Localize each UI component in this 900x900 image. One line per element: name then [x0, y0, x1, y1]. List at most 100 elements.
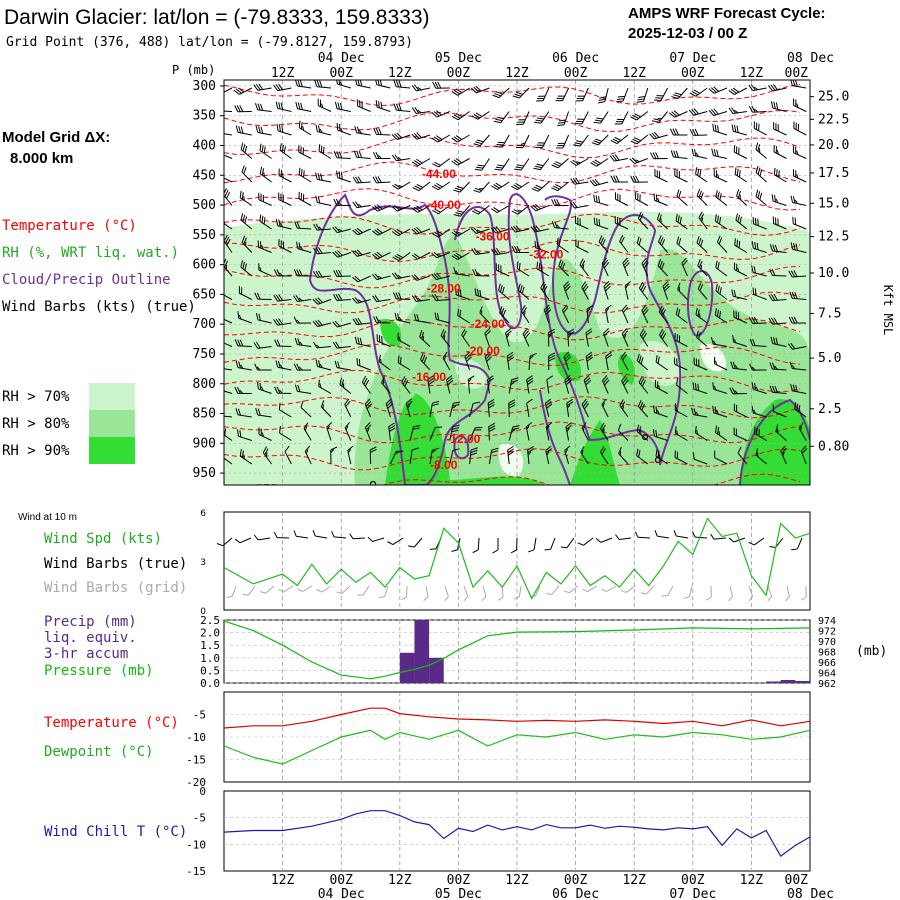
barb-flag: [315, 359, 318, 367]
precip-tick-label: 2.5: [200, 614, 220, 627]
barb-flag: [436, 135, 443, 140]
barb-flag: [769, 362, 773, 370]
barb-flag: [697, 309, 700, 317]
upper-wind-barb: [755, 189, 767, 206]
barb-flag: [706, 596, 712, 601]
upper-wind-barb: [557, 111, 570, 127]
time-tick-label: 12Z: [622, 873, 646, 888]
barb-flag: [493, 184, 500, 189]
barb-flag: [517, 164, 525, 167]
temperature-contour-line: [224, 161, 801, 184]
barb-flag: [557, 121, 566, 124]
temperature-contour-label: -20.00: [466, 344, 500, 358]
upper-wind-barb: [293, 363, 312, 371]
barb-flag: [582, 588, 588, 593]
barb-flag: [598, 235, 603, 243]
barb-flag: [658, 384, 661, 390]
wind-barb-true: [710, 533, 727, 540]
barb-flag: [416, 314, 420, 322]
barb-flag: [769, 244, 773, 252]
barb-flag: [474, 269, 479, 276]
barb-flag: [521, 305, 526, 312]
pressure-tick-label: 962: [818, 679, 836, 690]
barb-flag: [474, 288, 477, 296]
barb-flag: [593, 217, 596, 225]
barb-flag: [431, 112, 438, 118]
upper-wind-barb: [654, 379, 668, 394]
pressure-line: [223, 620, 811, 680]
upper-wind-barb: [284, 445, 292, 465]
barb-flag: [488, 427, 496, 432]
barb-flag: [669, 128, 674, 136]
barb-flag: [701, 217, 704, 222]
upper-wind-barb: [278, 402, 292, 418]
upper-wind-barb: [293, 269, 312, 277]
upper-wind-barb: [278, 192, 292, 206]
barb-flag: [695, 307, 698, 315]
wind-barb-grid: [226, 585, 237, 598]
barb-flag: [488, 401, 495, 406]
barb-flag: [570, 160, 577, 166]
upper-wind-barb: [224, 457, 233, 465]
barb-flag: [754, 108, 758, 113]
barb-flag: [567, 334, 572, 338]
precip-bar: [795, 680, 810, 683]
upper-wind-barb: [312, 297, 332, 305]
legend-wind-barbs: Wind Barbs (kts) (true): [2, 299, 196, 315]
upper-wind-barb: [790, 195, 807, 206]
barb-flag: [739, 216, 742, 224]
upper-wind-barb: [347, 445, 354, 465]
barb-flag: [361, 375, 367, 383]
barb-flag: [527, 448, 535, 454]
barb-flag: [299, 80, 303, 87]
barb-flag: [455, 288, 457, 296]
barb-flag: [334, 101, 338, 109]
barb-flag: [508, 401, 516, 406]
barb-flag: [391, 154, 397, 162]
barb-flag: [790, 195, 794, 203]
barb-flag: [675, 377, 679, 385]
barb-flag: [586, 354, 593, 360]
barb-shaft: [321, 585, 332, 593]
wind-barb-grid: [640, 585, 655, 595]
barb-flag: [339, 102, 343, 110]
barb-flag: [637, 399, 642, 407]
upper-wind-barb: [570, 158, 589, 166]
upper-wind-barb: [654, 168, 668, 183]
upper-wind-barb: [259, 143, 272, 159]
barb-flag: [280, 102, 284, 110]
barb-flag: [737, 446, 742, 454]
barb-flag: [474, 187, 482, 191]
barb-flag: [599, 96, 607, 99]
temperature-contour-line: [224, 188, 801, 211]
upper-wind-barb: [432, 205, 451, 215]
barb-flag: [749, 338, 754, 346]
upper-wind-barb: [630, 175, 648, 183]
barb-flag: [318, 360, 321, 368]
barb-flag: [516, 261, 519, 269]
barb-flag: [335, 294, 340, 301]
barb-flag: [715, 284, 718, 292]
barb-flag: [345, 425, 349, 431]
upper-wind-barb: [790, 384, 807, 394]
barb-flag: [729, 387, 734, 395]
barb-flag: [732, 335, 735, 343]
barb-flag: [623, 259, 629, 266]
barb-flag: [412, 427, 420, 430]
upper-wind-barb: [432, 228, 451, 238]
temperature-contour-line: [224, 213, 801, 236]
barb-flag: [224, 189, 229, 197]
upper-wind-barb: [234, 105, 252, 113]
upper-wind-barb: [332, 293, 351, 301]
barb-flag: [432, 209, 439, 215]
upper-wind-barb: [548, 352, 556, 371]
upper-wind-barb: [516, 261, 530, 277]
barb-flag: [434, 161, 441, 166]
upper-wind-barb: [313, 223, 332, 231]
barb-flag: [473, 208, 481, 213]
upper-wind-barb: [451, 158, 470, 166]
upper-wind-barb: [636, 424, 649, 441]
barb-flag: [593, 194, 596, 202]
barb-flag: [331, 530, 335, 538]
